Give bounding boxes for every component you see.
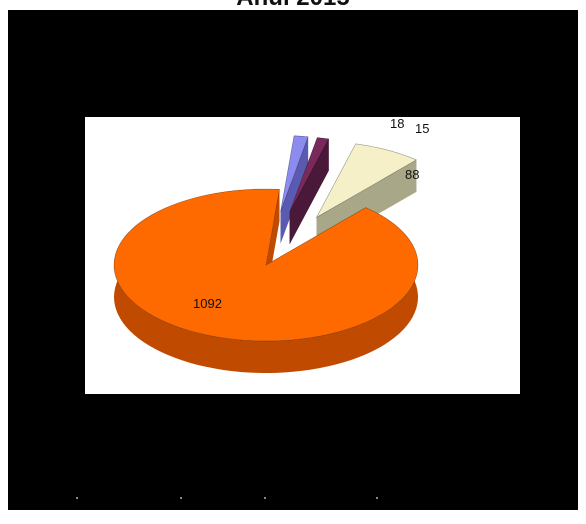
slide-dot bbox=[76, 497, 78, 499]
pie-slice bbox=[280, 135, 309, 244]
pie-slice bbox=[113, 188, 419, 373]
pie-slice bbox=[315, 143, 417, 250]
pie-slice-edge bbox=[280, 136, 309, 244]
data-label: 18 bbox=[390, 116, 404, 131]
slide-dot bbox=[376, 497, 378, 499]
data-label: 1092 bbox=[193, 296, 222, 311]
pie-slice-top bbox=[289, 137, 330, 213]
pie-slice-top bbox=[280, 135, 309, 212]
data-label: 15 bbox=[415, 121, 429, 136]
pie-slice-edge bbox=[289, 138, 329, 245]
page-title: Anul 2015 bbox=[0, 0, 586, 12]
slide-dot bbox=[264, 497, 266, 499]
data-label: 88 bbox=[405, 167, 419, 182]
pie-slice-top bbox=[315, 143, 417, 219]
pie-slice-top bbox=[113, 188, 419, 342]
slide-dot bbox=[180, 497, 182, 499]
pie-slice bbox=[289, 137, 330, 245]
